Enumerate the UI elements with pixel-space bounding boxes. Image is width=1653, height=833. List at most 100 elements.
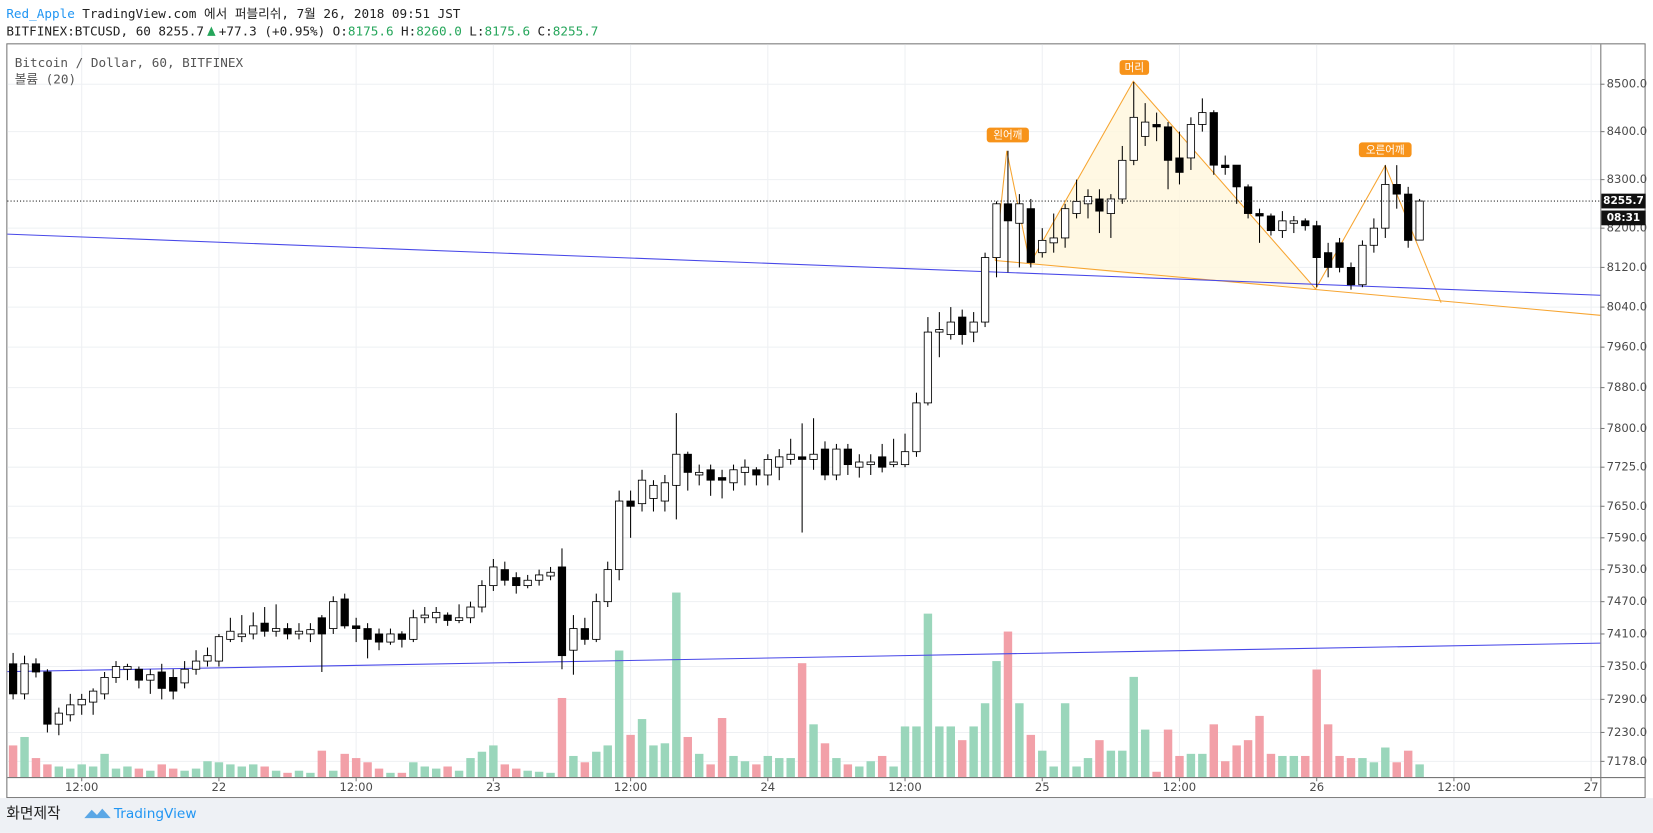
x-tick-label: 23 xyxy=(486,780,501,794)
y-tick-label: 7880.0 xyxy=(1607,380,1648,394)
volume-bar xyxy=(1381,747,1390,778)
candle-body xyxy=(1392,184,1401,195)
candle-body xyxy=(1083,196,1093,205)
volume-bar xyxy=(855,766,864,778)
candle-body xyxy=(615,500,624,571)
volume-bar xyxy=(614,650,624,778)
candle-body xyxy=(546,571,555,577)
candle-body xyxy=(31,663,41,673)
annotation-box xyxy=(986,127,1029,143)
volume-bar xyxy=(1323,724,1333,778)
candle-body xyxy=(1278,220,1287,232)
volume-bar xyxy=(477,751,487,778)
volume-bar xyxy=(1129,676,1138,778)
candle-body xyxy=(992,203,1001,258)
candle-body xyxy=(466,606,475,619)
volume-bar xyxy=(546,772,555,778)
volume-bar xyxy=(1346,758,1356,778)
y-tick-label: 7350.0 xyxy=(1607,659,1648,673)
volume-bar xyxy=(1175,755,1184,778)
y-tick-label: 8400.0 xyxy=(1607,124,1648,138)
candle-body xyxy=(798,456,807,460)
x-tick-label: 12:00 xyxy=(1437,780,1470,794)
candle-body xyxy=(1072,200,1081,214)
volume-bar xyxy=(580,762,590,778)
change: +77.3 (+0.95%) xyxy=(219,23,326,38)
l-label: L: xyxy=(469,23,484,38)
volume-bar xyxy=(1232,745,1241,778)
candle-body xyxy=(1415,200,1424,241)
candle-body xyxy=(1221,164,1230,168)
trend-line-lower xyxy=(7,642,1601,673)
volume-bar xyxy=(923,613,933,778)
volume-bar xyxy=(1152,771,1161,778)
volume-bar xyxy=(1415,764,1424,778)
volume-bar xyxy=(271,770,281,778)
volume-bar xyxy=(935,726,944,778)
candle-body xyxy=(226,630,235,640)
countdown-label: 08:31 xyxy=(1607,212,1641,224)
volume-bar xyxy=(409,762,418,778)
candle-body xyxy=(386,633,395,643)
candle-body xyxy=(1369,227,1378,246)
volume-bar xyxy=(43,764,52,778)
volume-bar xyxy=(557,697,567,778)
candle-body xyxy=(912,402,921,453)
volume-bar xyxy=(672,592,681,778)
volume-bar xyxy=(294,770,304,778)
candle-body xyxy=(1003,203,1013,222)
volume-bar xyxy=(1060,703,1070,778)
volume-bar xyxy=(683,736,692,778)
volume-bar xyxy=(740,761,750,778)
volume-bar xyxy=(317,750,327,778)
o-value: 8175.6 xyxy=(348,23,394,38)
candle-body xyxy=(111,666,121,678)
candle-body xyxy=(740,466,750,473)
candle-body xyxy=(1335,242,1344,268)
trend-line-upper xyxy=(7,233,1601,296)
volume-bar xyxy=(168,768,178,778)
candle-body xyxy=(283,628,292,635)
x-tick-label: 12:00 xyxy=(614,780,647,794)
volume-bar xyxy=(1358,758,1367,778)
footer-brand[interactable]: TradingView xyxy=(113,806,197,822)
candle-body xyxy=(1129,116,1138,161)
x-tick-label: 27 xyxy=(1584,780,1599,794)
volume-bar xyxy=(512,768,521,778)
volume-bar xyxy=(1243,740,1253,778)
chart-frame xyxy=(6,43,1646,799)
candle-body xyxy=(1381,184,1390,229)
y-tick-label: 7290.0 xyxy=(1607,692,1648,706)
candle-body xyxy=(1038,239,1047,254)
candle-body xyxy=(43,671,52,725)
volume-bar xyxy=(31,758,41,778)
quote-line: BITFINEX:BTCUSD, 60 8255.7 +77.3 (+0.95%) O… xyxy=(6,23,598,38)
candle-body xyxy=(935,329,944,333)
volume-bar xyxy=(351,758,361,778)
candle-body xyxy=(878,456,887,468)
candle-body xyxy=(637,479,647,505)
candle-body xyxy=(1049,237,1058,244)
volume-bar xyxy=(283,772,292,778)
candle-body xyxy=(512,577,521,587)
annotation-box xyxy=(1358,142,1412,158)
author: Red_Apple xyxy=(6,5,75,20)
candle-body xyxy=(54,712,63,725)
volume-bar xyxy=(88,766,98,778)
volume-bar xyxy=(534,771,544,778)
x-tick-label: 22 xyxy=(212,780,227,794)
candle-body xyxy=(820,448,830,476)
candle-body xyxy=(1186,124,1196,159)
volume-bar xyxy=(946,726,955,778)
candle-body xyxy=(409,617,418,640)
volume-bar xyxy=(111,768,121,778)
y-tick-label: 8040.0 xyxy=(1607,300,1648,314)
volume-bar xyxy=(386,772,395,778)
volume-bar xyxy=(123,766,132,778)
candle-body xyxy=(958,316,967,336)
l-value: 8175.6 xyxy=(484,23,530,38)
volume-bar xyxy=(1335,755,1344,778)
candle-body xyxy=(763,459,772,476)
drawings xyxy=(7,80,1601,673)
